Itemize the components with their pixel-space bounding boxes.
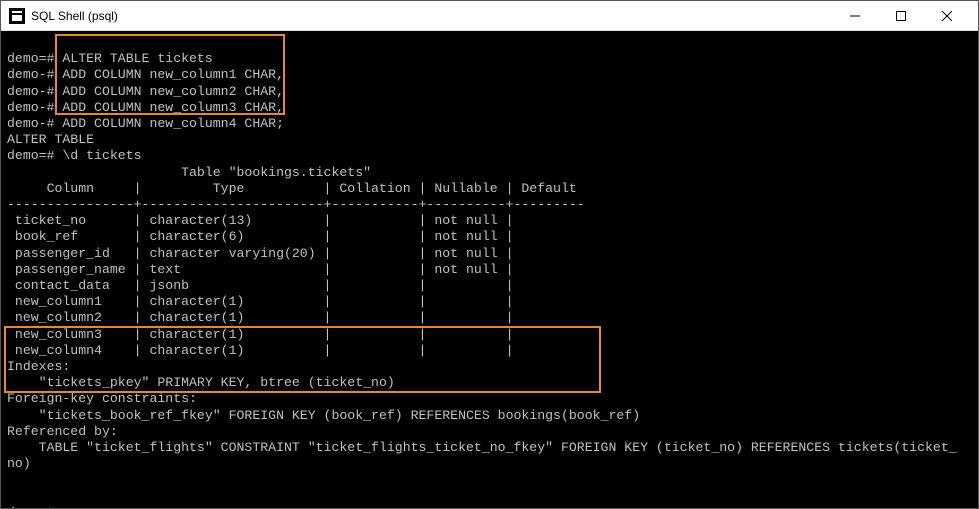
terminal-line: no) xyxy=(7,456,31,471)
window-title: SQL Shell (psql) xyxy=(31,9,832,23)
terminal-line: passenger_name | text | | not null | xyxy=(7,262,513,277)
terminal-line: Referenced by: xyxy=(7,424,118,439)
terminal-line: new_column4 | character(1) | | | xyxy=(7,343,513,358)
terminal-line: TABLE "ticket_flights" CONSTRAINT "ticke… xyxy=(7,440,957,455)
app-icon xyxy=(9,8,25,24)
terminal-line: new_column1 | character(1) | | | xyxy=(7,294,513,309)
close-button[interactable] xyxy=(924,1,970,31)
terminal-line: Table "bookings.tickets" xyxy=(7,165,371,180)
terminal-line: Column | Type | Collation | Nullable | D… xyxy=(7,181,577,196)
terminal-line: demo-# ADD COLUMN new_column3 CHAR, xyxy=(7,100,284,115)
terminal-line: ----------------+-----------------------… xyxy=(7,197,585,212)
minimize-button[interactable] xyxy=(832,1,878,31)
terminal-area[interactable]: demo=# ALTER TABLE tickets demo-# ADD CO… xyxy=(1,31,978,508)
maximize-button[interactable] xyxy=(878,1,924,31)
terminal-line: demo-# ADD COLUMN new_column1 CHAR, xyxy=(7,67,284,82)
terminal-line: new_column3 | character(1) | | | xyxy=(7,327,513,342)
terminal-line: demo-# ADD COLUMN new_column2 CHAR, xyxy=(7,84,284,99)
terminal-line: ticket_no | character(13) | | not null | xyxy=(7,213,513,228)
terminal-line: ALTER TABLE xyxy=(7,132,94,147)
terminal-line: passenger_id | character varying(20) | |… xyxy=(7,246,513,261)
terminal-line: demo=# ALTER TABLE tickets xyxy=(7,51,213,66)
terminal-line: demo=# \d tickets xyxy=(7,148,142,163)
app-window: SQL Shell (psql) demo=# ALTER TABLE tick… xyxy=(0,0,979,509)
terminal-line: demo=# xyxy=(7,505,54,508)
terminal-line: book_ref | character(6) | | not null | xyxy=(7,229,513,244)
terminal-line: demo-# ADD COLUMN new_column4 CHAR; xyxy=(7,116,284,131)
terminal-line: Foreign-key constraints: xyxy=(7,391,197,406)
terminal-line: new_column2 | character(1) | | | xyxy=(7,310,513,325)
terminal-line: Indexes: xyxy=(7,359,70,374)
terminal-line: "tickets_book_ref_fkey" FOREIGN KEY (boo… xyxy=(7,408,640,423)
titlebar[interactable]: SQL Shell (psql) xyxy=(1,1,978,31)
terminal-line: "tickets_pkey" PRIMARY KEY, btree (ticke… xyxy=(7,375,395,390)
window-controls xyxy=(832,1,970,31)
terminal-line: contact_data | jsonb | | | xyxy=(7,278,513,293)
